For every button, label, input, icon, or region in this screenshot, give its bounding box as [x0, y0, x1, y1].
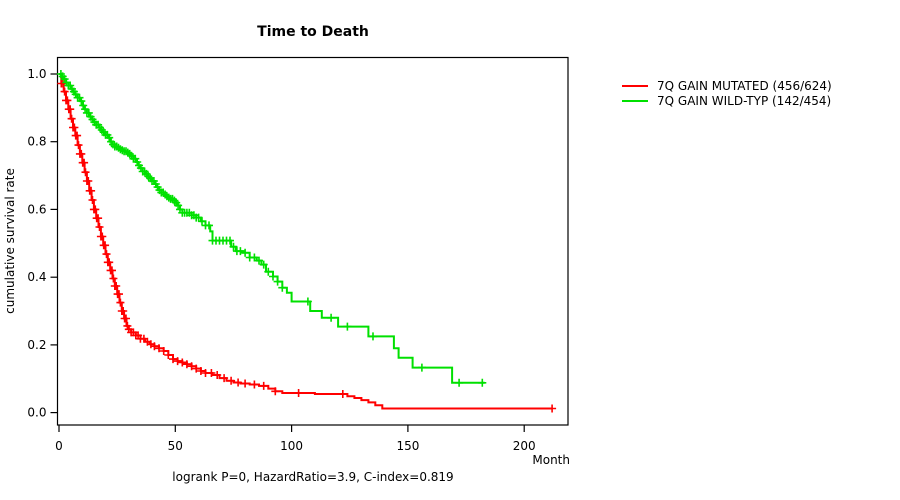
legend-line-swatch	[622, 100, 648, 102]
x-tick-label: 150	[396, 439, 419, 453]
chart-title: Time to Death	[257, 24, 369, 40]
legend-item: 7Q GAIN WILD-TYP (142/454)	[622, 95, 832, 107]
y-axis-label: cumulative survival rate	[3, 168, 17, 314]
x-tick-label: 0	[55, 439, 63, 453]
stats-caption: logrank P=0, HazardRatio=3.9, C-index=0.…	[172, 470, 453, 484]
y-tick-label: 1.0	[27, 67, 46, 81]
x-axis-label: Month	[532, 453, 570, 467]
y-tick-label: 0.0	[27, 406, 46, 420]
x-tick-label: 200	[513, 439, 536, 453]
censor-marks-mutated	[57, 79, 557, 413]
legend-label: 7Q GAIN WILD-TYP (142/454)	[657, 94, 832, 108]
survival-curve-mutated	[59, 73, 553, 410]
plot-box	[56, 56, 569, 426]
y-tick-label: 0.4	[27, 270, 46, 284]
censor-marks-wildtype	[56, 70, 487, 387]
legend: 7Q GAIN MUTATED (456/624) 7Q GAIN WILD-TY…	[622, 80, 832, 107]
y-tick-label: 0.2	[27, 338, 46, 352]
plot-layer: 0 50 100 150 200 0.0 0.2 0.4 0.6 0.8 1.0	[27, 56, 569, 453]
legend-label: 7Q GAIN MUTATED (456/624)	[657, 79, 832, 93]
x-tick-label: 100	[280, 439, 303, 453]
legend-line-swatch	[622, 85, 648, 87]
x-tick-label: 50	[168, 439, 183, 453]
y-tick-label: 0.6	[27, 202, 46, 216]
y-tick-label: 0.8	[27, 135, 46, 149]
legend-item: 7Q GAIN MUTATED (456/624)	[622, 80, 832, 92]
survival-curve-wildtype	[59, 73, 485, 384]
